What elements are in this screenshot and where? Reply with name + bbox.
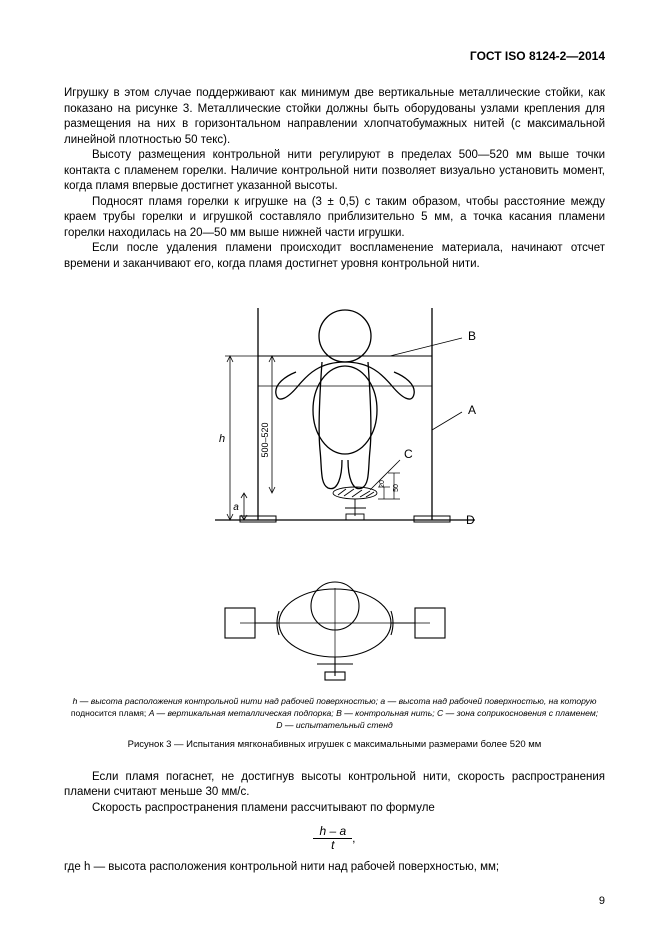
figure-3-top-svg [205,556,465,686]
doll-outline [275,310,413,489]
para-2: Высоту размещения контрольной нити регул… [64,148,605,195]
cap-2c: B — контрольная нить; [336,708,437,718]
doc-code: ГОСТ ISO 8124-2—2014 [64,48,605,64]
page-number: 9 [599,894,605,909]
para-1: Игрушку в этом случае поддерживают как м… [64,86,605,148]
figure-3: h a 500–520 20 50 B A C D [64,290,605,686]
figure-caption: h — высота расположения контрольной нити… [64,696,605,731]
formula-num: h – a [313,825,352,839]
dim-h [225,356,258,520]
para-3: Подносят пламя горелки к игрушке на (3 ±… [64,195,605,242]
label-B: B [468,329,476,343]
cap-a: a — высота над рабочей поверхностью, на … [380,696,596,706]
para-4: Если после удаления пламени происходит в… [64,241,605,272]
label-500-520: 500–520 [260,423,270,458]
body-text-block: Игрушку в этом случае поддерживают как м… [64,86,605,272]
para-5: Если пламя погаснет, не достигнув высоты… [64,770,605,801]
cap-2a: подносится пламя; [71,708,149,718]
label-50: 50 [393,484,400,492]
label-20: 20 [379,480,386,488]
where-line: где h — высота расположения контрольной … [64,860,605,876]
formula-den: t [313,839,352,852]
label-a: a [233,502,239,513]
formula-punct: , [352,830,355,844]
figure-3-front-svg: h a 500–520 20 50 B A C D [170,290,500,550]
dim-a [241,493,247,520]
body-text-block-2: Если пламя погаснет, не достигнув высоты… [64,770,605,817]
para-where: где h — высота расположения контрольной … [64,860,605,876]
para-6: Скорость распространения пламени рассчит… [64,801,605,817]
cap-2b: A — вертикальная металлическая подпорка; [149,708,336,718]
formula: h – a t , [64,825,605,852]
cap-3: D — испытательный стенд [276,720,393,730]
label-A: A [468,403,476,417]
cap-h: h — высота расположения контрольной нити… [73,696,381,706]
label-D: D [466,513,475,527]
label-h: h [218,433,224,445]
cap-2d: C — зона соприкосновения с пламенем; [437,708,598,718]
burner [333,487,377,520]
label-C: C [404,447,413,461]
figure-title: Рисунок 3 — Испытания мягконабивных игру… [64,739,605,752]
